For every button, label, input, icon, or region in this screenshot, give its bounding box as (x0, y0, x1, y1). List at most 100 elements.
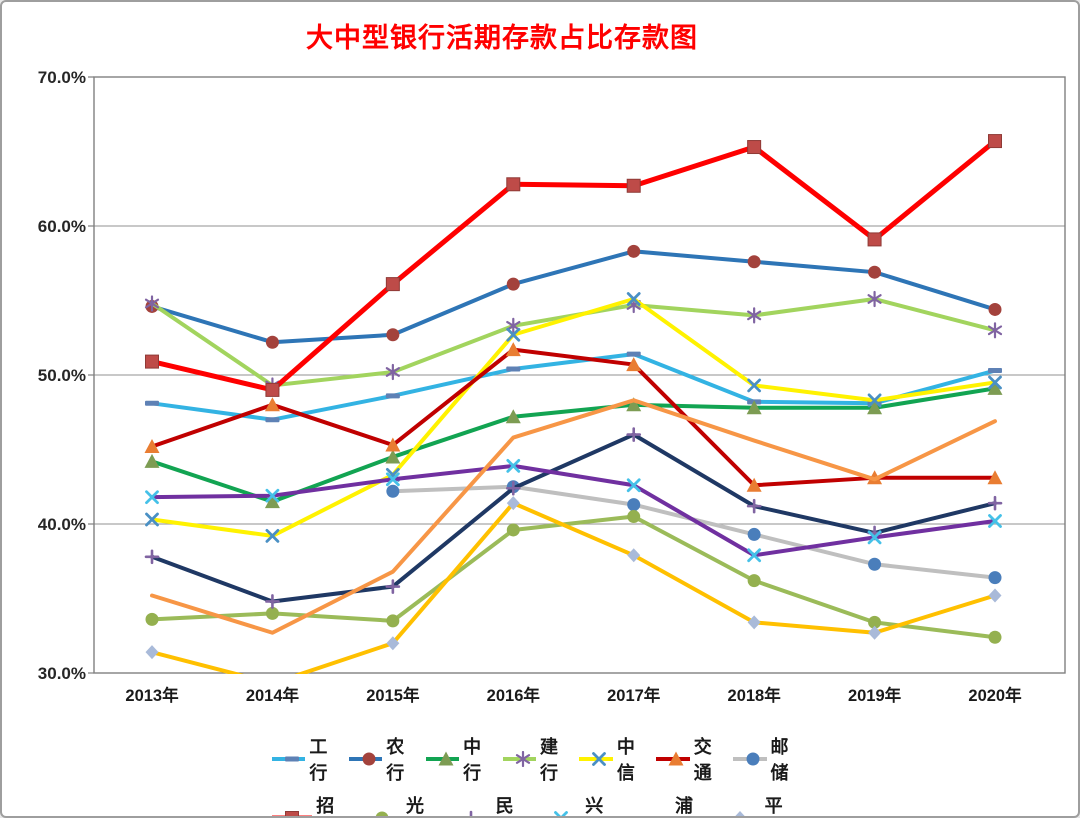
legend-item-ccb: 建行 (502, 733, 570, 785)
legend-swatch-cib (554, 811, 568, 816)
series-bocom (144, 342, 1003, 492)
circle-marker (375, 811, 388, 816)
legend-swatch-ceb (375, 811, 388, 816)
legend-item-bocom: 交通 (655, 733, 723, 785)
triangle-marker (264, 494, 280, 509)
legend-swatch-citic (579, 752, 613, 766)
legend-label-icbc: 工行 (309, 737, 328, 783)
legend-swatch-icbc (272, 756, 306, 762)
circle-marker (746, 752, 760, 766)
x-marker (506, 327, 521, 342)
triangle-marker (505, 342, 521, 357)
x-marker (506, 458, 521, 473)
circle-marker (145, 612, 159, 626)
triangle-marker (867, 400, 883, 415)
triangle-marker (385, 449, 401, 464)
dash-marker (385, 393, 400, 399)
dash-marker (145, 400, 159, 406)
legend-item-cmbc: 民生 (450, 792, 531, 816)
asterisk-marker (747, 307, 762, 324)
square-marker (988, 134, 1002, 149)
x-axis-label: 2020年 (968, 685, 1022, 705)
legend-label-spdb: 浦发 (674, 796, 693, 816)
dash-marker (988, 368, 1002, 374)
triangle-marker (987, 470, 1003, 485)
asterisk-marker (385, 363, 400, 381)
plus-marker (626, 427, 642, 442)
triangle-marker (438, 751, 454, 766)
circle-marker (265, 335, 279, 349)
legend-label-citic: 中信 (616, 737, 635, 783)
dash-marker (265, 417, 280, 423)
plus-marker (505, 480, 521, 496)
series-line-abc (150, 249, 997, 345)
legend-swatch-abc (348, 752, 383, 766)
x-marker (592, 752, 607, 766)
series-cib (145, 458, 1002, 563)
diamond-marker (386, 636, 400, 651)
x-marker (626, 292, 641, 306)
legend-label-psbc: 邮储 (770, 737, 789, 783)
circle-marker (386, 614, 400, 628)
chart-legend: 工行 农行 中行 建行 中信 交通 邮储招行 光大 民生 兴业 浦发 平安 (271, 733, 809, 816)
circle-marker (627, 498, 641, 512)
x-marker (145, 512, 159, 527)
dash-marker (506, 366, 521, 372)
x-marker (988, 375, 1002, 390)
legend-label-cib: 兴业 (585, 796, 604, 816)
circle-marker (506, 277, 520, 291)
circle-marker (506, 523, 520, 537)
legend-item-boc: 中行 (425, 733, 493, 785)
y-axis-label: 30.0% (38, 664, 86, 683)
triangle-marker (385, 437, 401, 452)
diamond-marker (145, 645, 159, 660)
triangle-marker (626, 357, 642, 372)
plus-marker (470, 810, 473, 816)
diamond-marker (506, 496, 520, 511)
x-marker (265, 529, 280, 543)
x-marker (385, 472, 400, 487)
x-axis-label: 2013年 (125, 685, 179, 705)
series-line-cib (150, 463, 997, 558)
legend-label-pab: 平安 (764, 796, 783, 816)
diamond-marker (988, 588, 1002, 603)
circle-marker (747, 574, 761, 588)
legend-swatch-psbc (733, 752, 767, 766)
circle-marker (386, 484, 400, 498)
x-axis-label: 2016年 (487, 685, 541, 705)
circle-marker (627, 510, 641, 524)
x-marker (554, 811, 568, 816)
series-line-cmbc (150, 432, 997, 604)
chart-title: 大中型银行活期存款占比存款图 (306, 23, 698, 53)
circle-marker (386, 328, 400, 342)
x-axis-label: 2014年 (246, 685, 300, 705)
series-line-citic (150, 297, 997, 538)
series-spdb (150, 398, 997, 635)
series-pab (145, 496, 1002, 674)
legend-item-pab: 平安 (719, 792, 800, 816)
legend-label-ceb: 光大 (405, 796, 424, 816)
series-line-spdb (150, 398, 997, 635)
series-line-bocom (150, 347, 997, 488)
x-marker (626, 478, 641, 493)
circle-marker (988, 630, 1002, 644)
series-group (144, 134, 1003, 674)
circle-marker (868, 265, 882, 279)
legend-item-icbc: 工行 (271, 733, 339, 785)
square-marker (867, 232, 882, 247)
plus-marker (746, 498, 762, 514)
plot-border (93, 76, 1066, 674)
triangle-marker (144, 439, 160, 454)
plus-marker (265, 594, 280, 609)
series-abc (145, 244, 1002, 349)
x-marker (747, 378, 762, 393)
legend-label-ccb: 建行 (539, 737, 558, 783)
circle-marker (988, 571, 1002, 585)
series-line-pab (150, 501, 997, 674)
y-axis-label: 70.0% (38, 68, 86, 87)
x-marker (747, 548, 762, 563)
series-line-icbc (150, 352, 997, 422)
circle-marker (988, 302, 1002, 316)
legend-item-citic: 中信 (578, 733, 646, 785)
